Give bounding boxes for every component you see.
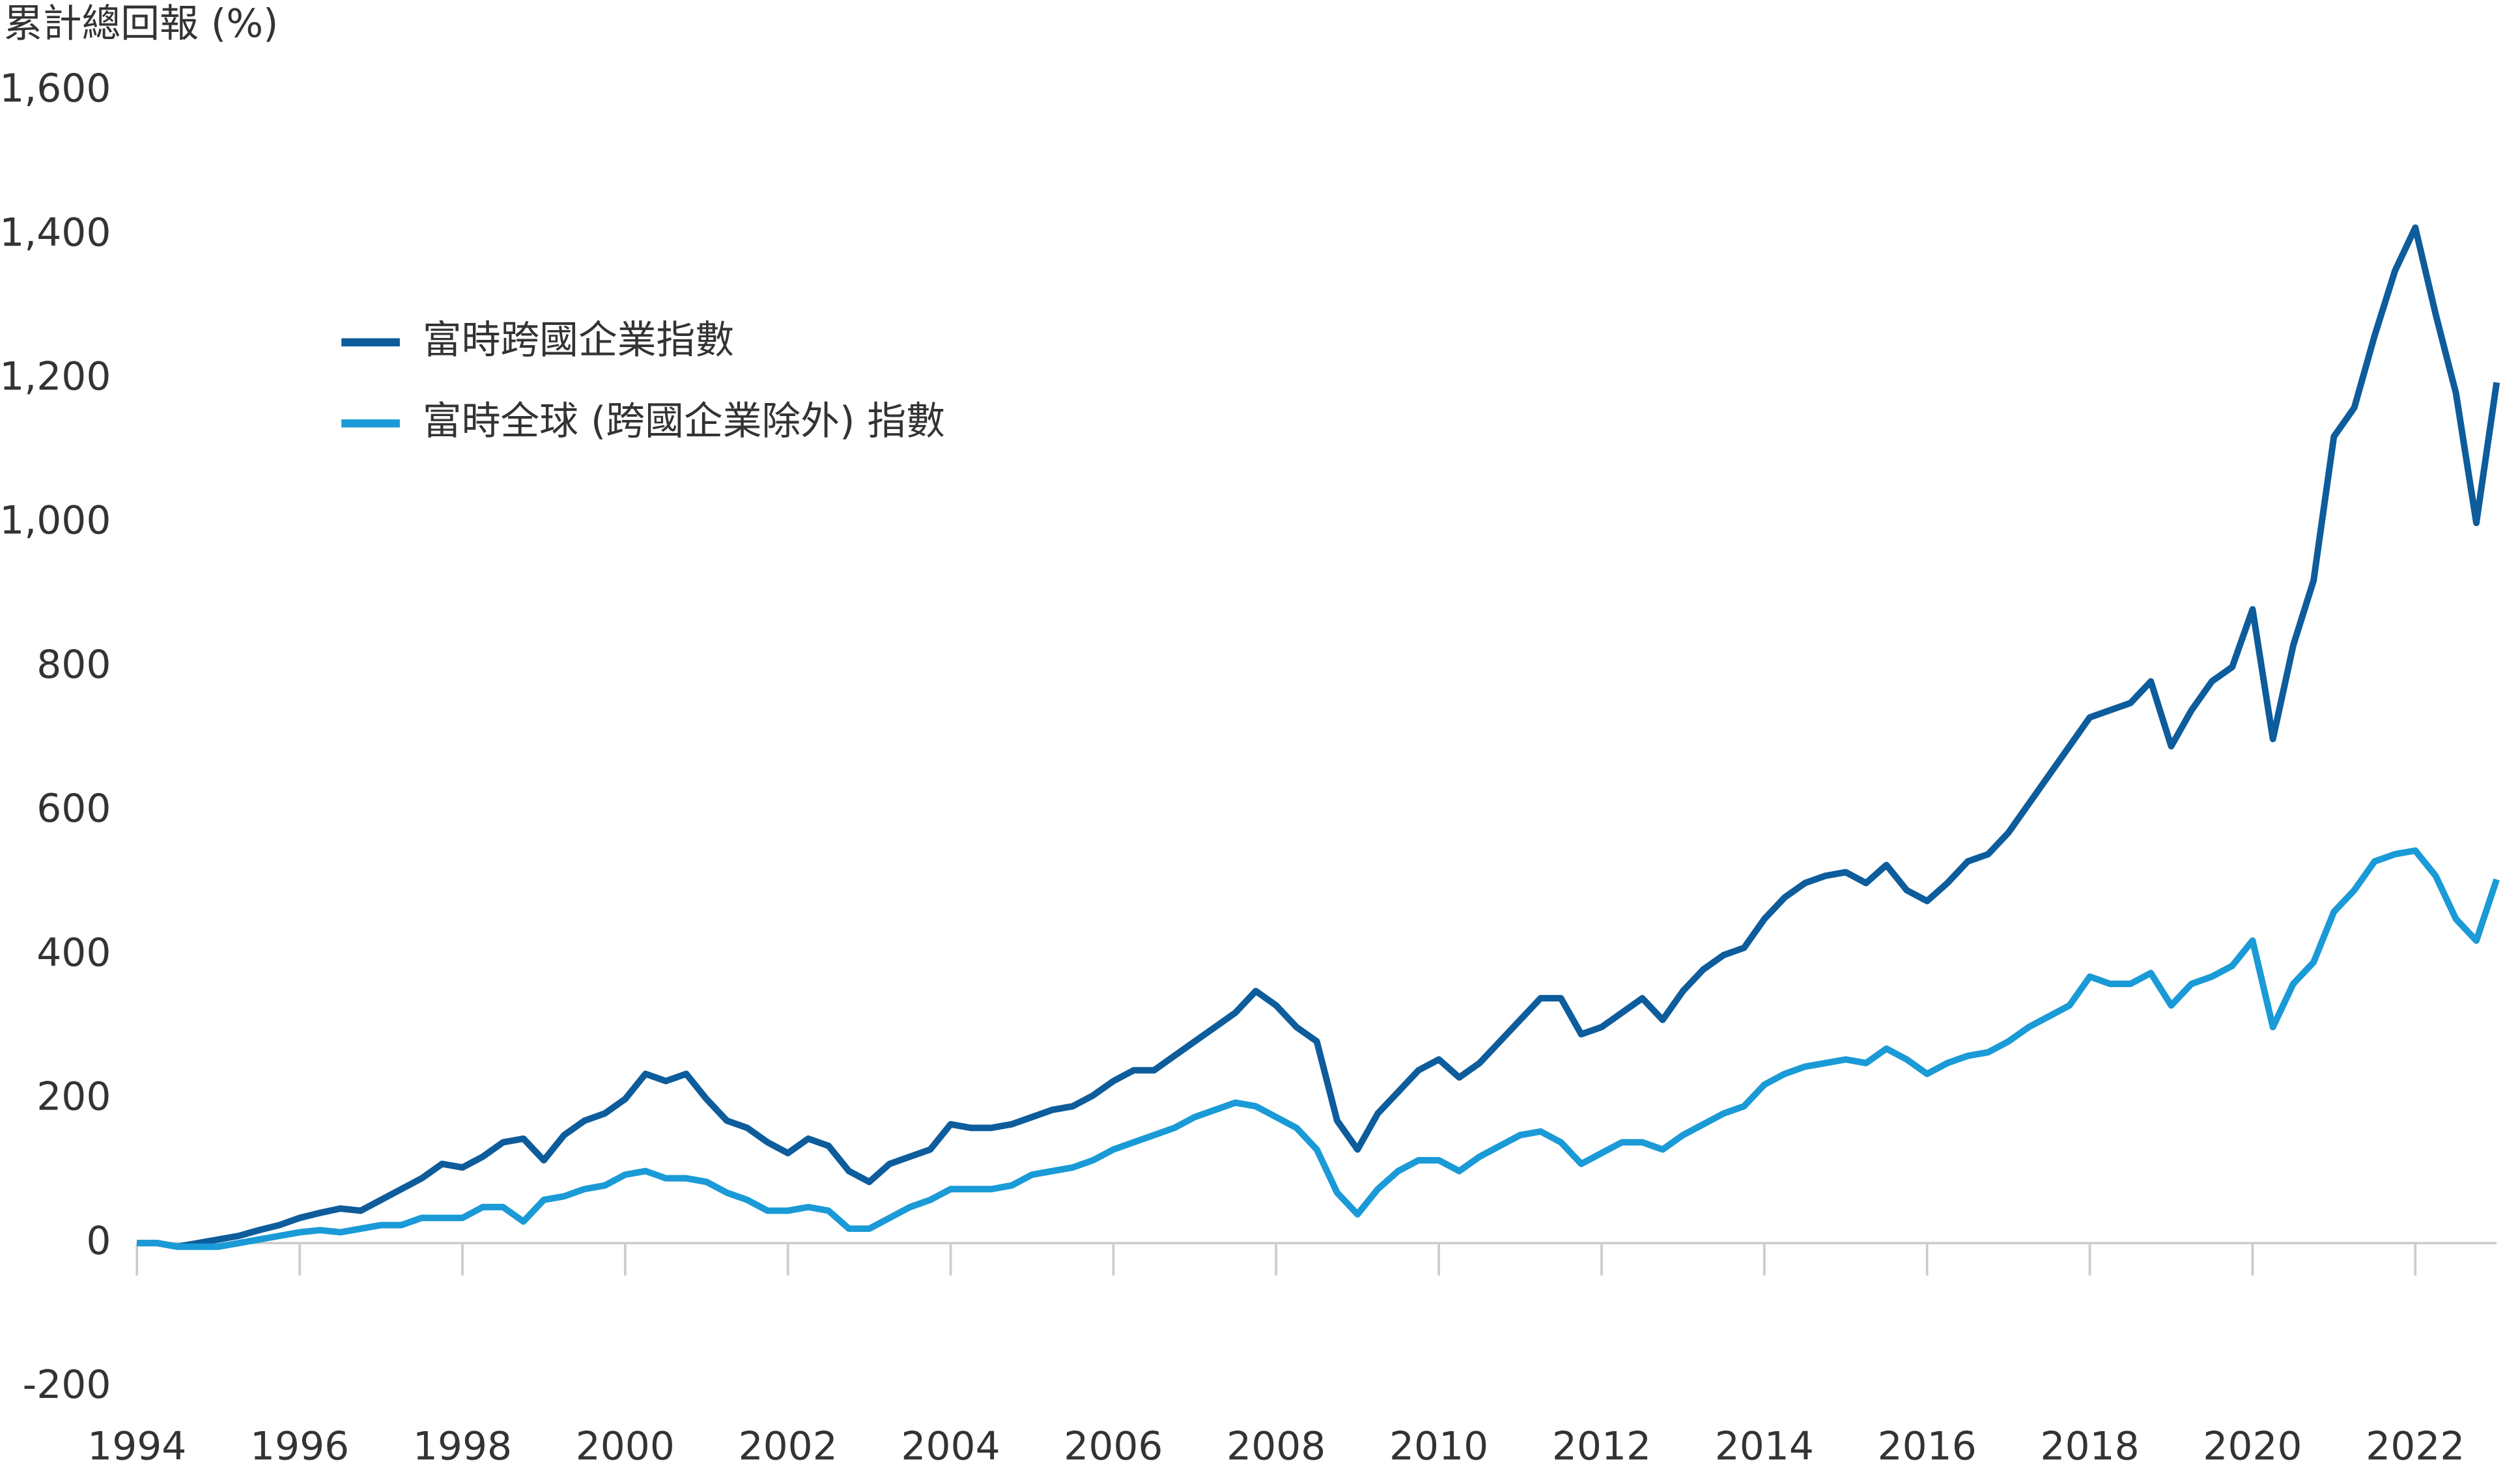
x-tick-label: 2016 xyxy=(1878,1424,1977,1465)
x-tick-label: 2018 xyxy=(2040,1424,2139,1465)
x-tick-label: 2022 xyxy=(2366,1424,2465,1465)
y-tick-label: 800 xyxy=(36,642,111,688)
x-tick-label: 2010 xyxy=(1389,1424,1488,1465)
x-tick-label: 2008 xyxy=(1226,1424,1325,1465)
x-tick-label: 2012 xyxy=(1552,1424,1651,1465)
x-tick-label: 2002 xyxy=(739,1424,838,1465)
chart-title: 累計總回報 (%) xyxy=(4,1,278,46)
y-tick-label: 200 xyxy=(36,1074,111,1120)
series-line xyxy=(137,224,2500,1250)
y-tick-label: 1,600 xyxy=(0,66,111,111)
x-tick-label: 2014 xyxy=(1715,1424,1814,1465)
x-tick-label: 2000 xyxy=(576,1424,675,1465)
y-tick-label: 1,000 xyxy=(0,498,111,544)
legend-label: 富時全球 (跨國企業除外) 指數 xyxy=(423,398,945,444)
y-tick-label: 1,200 xyxy=(0,354,111,400)
y-tick-label: 1,400 xyxy=(0,210,111,255)
y-tick-label: -200 xyxy=(23,1362,111,1408)
y-tick-label: 0 xyxy=(86,1218,111,1264)
x-tick-label: 1994 xyxy=(87,1424,186,1465)
x-tick-label: 1998 xyxy=(413,1424,512,1465)
x-tick-label: 2020 xyxy=(2203,1424,2302,1465)
x-tick-label: 2004 xyxy=(901,1424,1000,1465)
y-tick-label: 600 xyxy=(36,786,111,831)
x-tick-label: 2006 xyxy=(1064,1424,1163,1465)
y-tick-label: 400 xyxy=(36,930,111,975)
legend-label: 富時跨國企業指數 xyxy=(423,317,734,363)
x-tick-label: 1996 xyxy=(250,1424,349,1465)
series-line xyxy=(137,847,2500,1250)
